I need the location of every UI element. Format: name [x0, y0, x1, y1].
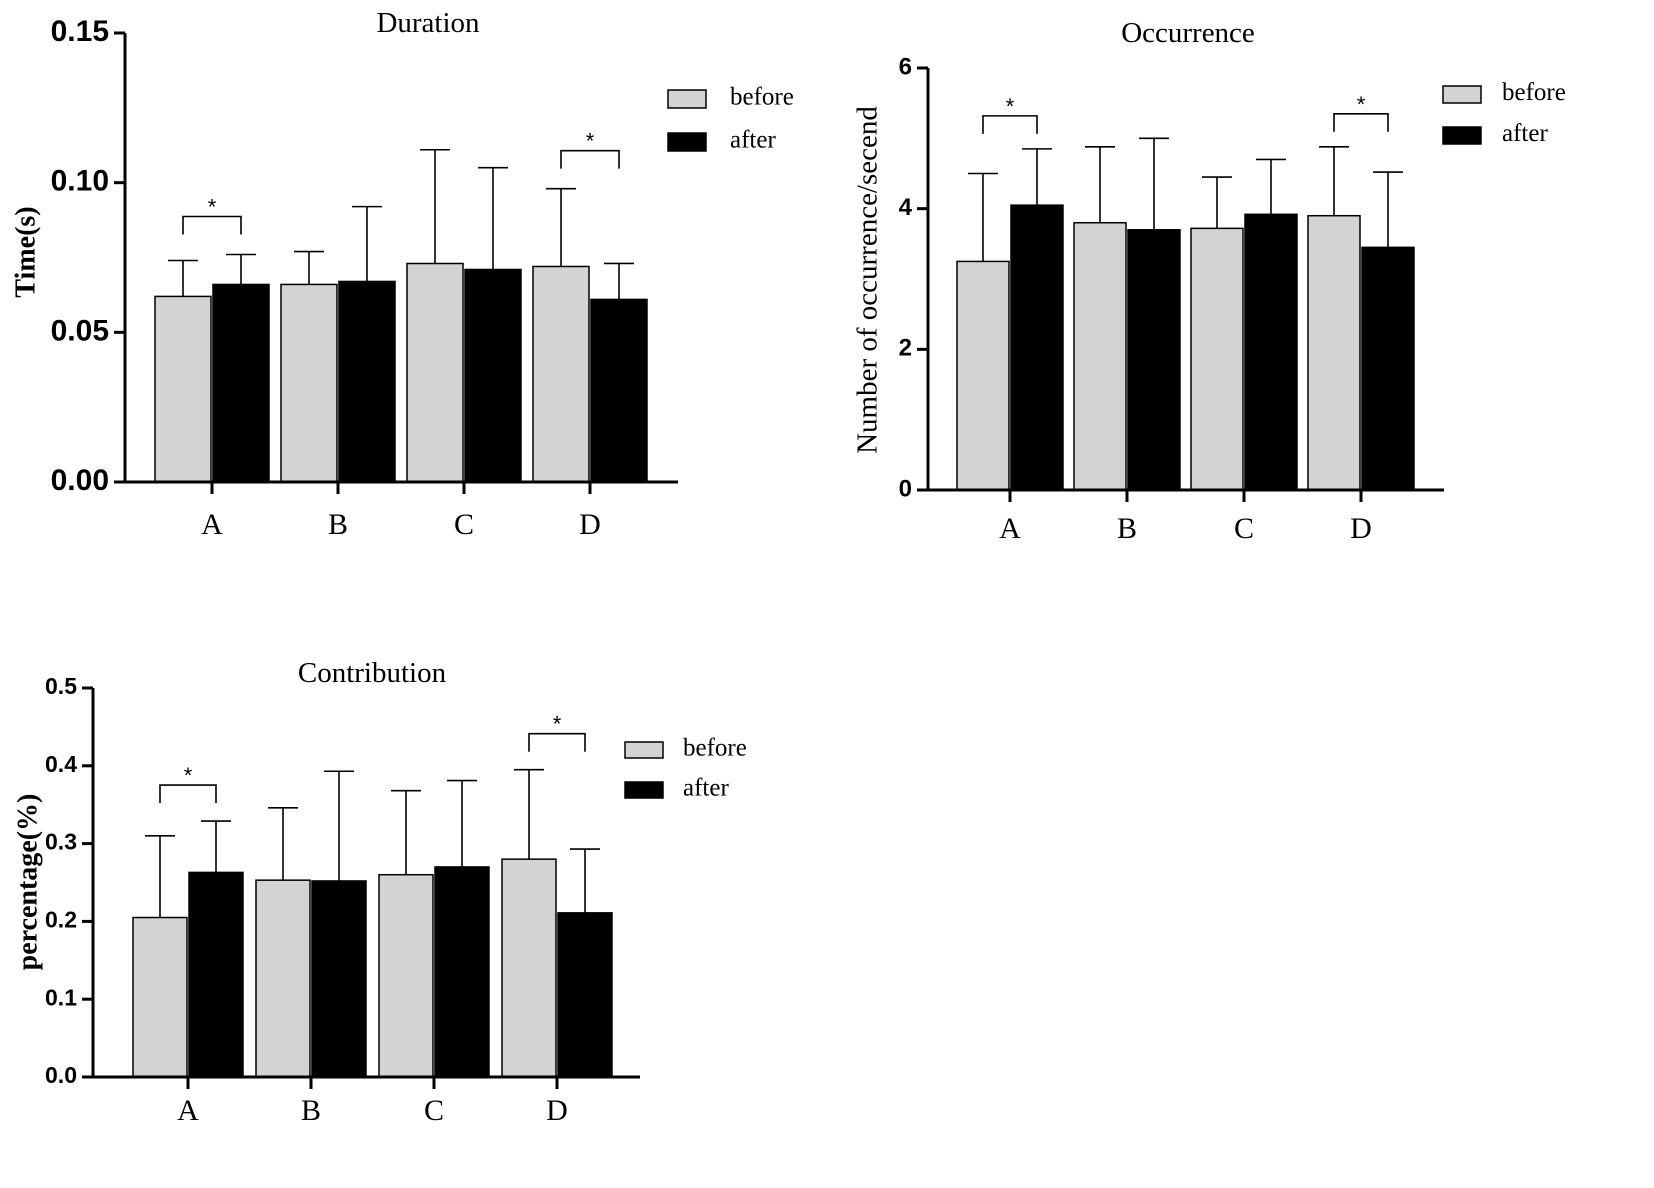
x-tick-label: B [301, 1094, 321, 1127]
x-tick-label: A [177, 1094, 199, 1127]
bar-before-C [378, 873, 434, 1078]
bar-after-A [1010, 204, 1064, 491]
bar-after-B [338, 280, 396, 483]
y-axis-label: Number of occurrence/secend [852, 106, 884, 454]
legend-swatch-after [1442, 126, 1482, 145]
chart-duration: Duration Time(s) * * 0.00 0.05 0.10 0.15 A B C Dbef… [10, 7, 793, 541]
legend: before after [667, 84, 794, 154]
legend-swatch-before [667, 89, 707, 109]
y-tick-label: 0.05 [51, 314, 109, 347]
x-tick-label: A [999, 512, 1021, 545]
legend-label-after: after [730, 127, 776, 154]
x-tick-label: B [328, 508, 348, 541]
bar-after-B [311, 880, 367, 1078]
x-tick-label: C [454, 508, 474, 541]
y-axis-label: percentage(%) [12, 794, 43, 971]
legend-label-after: after [1502, 120, 1548, 147]
significance-star-D: * [1357, 92, 1366, 117]
bar-before-A [132, 916, 188, 1078]
bar-before-D [501, 858, 557, 1078]
significance-bracket-D [528, 732, 586, 752]
chart-contribution: Contribution percentage(%) * * 0.0 0.1 0.2 0.3 0… [12, 657, 746, 1127]
x-tick-label: D [546, 1094, 568, 1127]
bar-after-C [434, 866, 490, 1078]
chart-title: Duration [376, 7, 480, 39]
legend: before after [1442, 79, 1566, 147]
chart-occurrence: Occurrence Number of occurrence/secend * * 0… [852, 17, 1566, 545]
x-tick-label: C [424, 1094, 444, 1127]
significance-bracket-A [159, 784, 217, 804]
y-tick-label: 0.2 [45, 906, 77, 932]
y-tick-label: 0.3 [45, 829, 77, 855]
x-tick-label: D [579, 508, 601, 541]
y-tick-label: 0.1 [45, 984, 77, 1010]
y-tick-label: 0.0 [45, 1062, 77, 1088]
bar-after-D [590, 298, 648, 483]
x-tick-label: D [1350, 512, 1372, 545]
legend-label-after: after [683, 775, 729, 802]
y-tick-label: 0.00 [51, 464, 109, 497]
y-tick-label: 4 [899, 194, 913, 221]
x-tick-label: A [201, 508, 223, 541]
chart-title: Occurrence [1121, 17, 1255, 49]
significance-star-A: * [184, 763, 193, 788]
bar-after-A [212, 283, 270, 483]
legend-swatch-before [1442, 85, 1482, 104]
legend-swatch-after [667, 132, 707, 152]
legend-label-before: before [1502, 79, 1566, 106]
significance-bracket-D [560, 149, 620, 169]
bar-before-D [1307, 214, 1361, 491]
significance-bracket-D [1333, 112, 1389, 132]
bar-after-C [464, 268, 522, 483]
significance-star-A: * [1006, 94, 1015, 119]
legend-swatch-after [624, 781, 664, 799]
bar-before-C [406, 262, 464, 483]
bar-before-A [154, 295, 212, 483]
significance-bracket-A [982, 115, 1038, 134]
legend: before after [624, 735, 747, 802]
y-tick-label: 0.5 [45, 673, 77, 699]
x-tick-label: C [1234, 512, 1254, 545]
x-tick-label: B [1117, 512, 1137, 545]
y-tick-label: 0.15 [51, 15, 109, 48]
legend-label-before: before [683, 735, 747, 762]
significance-star-D: * [553, 712, 562, 737]
bar-after-D [1361, 246, 1415, 491]
significance-bracket-A [182, 215, 242, 235]
bar-before-A [956, 260, 1010, 491]
bar-after-A [188, 871, 244, 1078]
bar-before-B [280, 283, 338, 483]
bar-before-B [255, 879, 311, 1078]
legend-label-before: before [730, 84, 794, 111]
y-tick-label: 2 [899, 335, 912, 362]
significance-star-D: * [586, 129, 595, 154]
y-axis-label: Time(s) [10, 206, 41, 297]
bar-before-C [1190, 227, 1244, 491]
y-tick-label: 0.4 [45, 751, 77, 777]
significance-star-A: * [208, 195, 217, 220]
bar-after-C [1244, 213, 1298, 491]
legend-swatch-before [624, 741, 664, 759]
chart-title: Contribution [298, 657, 447, 689]
bar-after-D [557, 912, 613, 1078]
y-tick-label: 0.10 [51, 165, 109, 198]
bar-after-B [1127, 229, 1181, 491]
bar-before-B [1073, 221, 1127, 491]
y-tick-label: 0 [899, 475, 912, 502]
y-tick-label: 6 [899, 53, 912, 80]
bar-before-D [532, 265, 590, 483]
